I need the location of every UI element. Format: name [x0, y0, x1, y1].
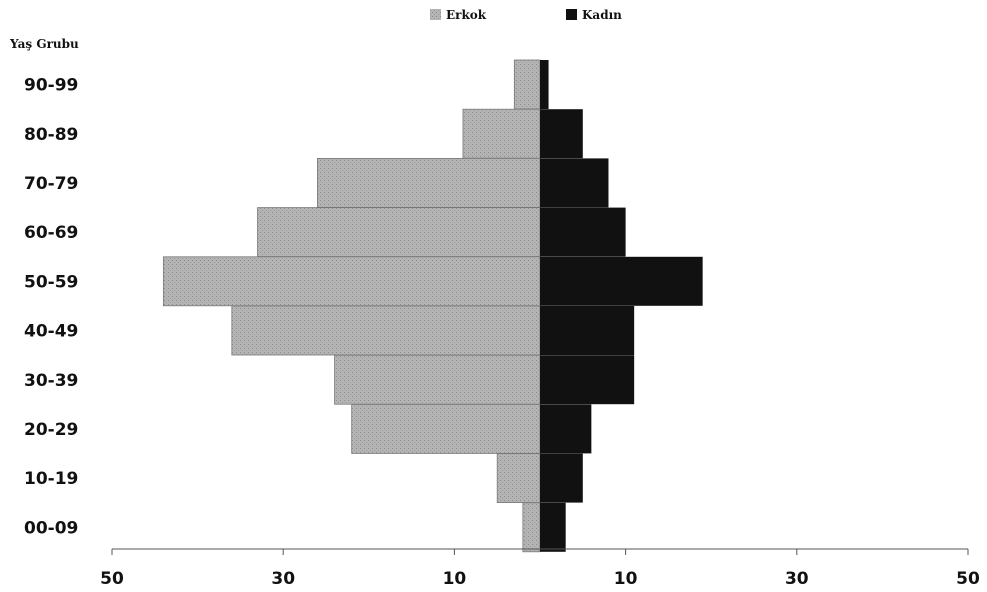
- bar-erkok-30-39: [334, 354, 541, 405]
- bar-kadin-00-09: [540, 502, 566, 552]
- legend-label-kadin: Kadın: [582, 8, 622, 22]
- bar-kadin-30-39: [540, 355, 635, 405]
- bar-erkok-80-89: [462, 108, 541, 159]
- legend-swatch-erkok: [430, 9, 441, 20]
- bar-kadin-40-49: [540, 306, 635, 355]
- category-label-30-39: 30-39: [24, 371, 78, 391]
- x-tick-label-2: 10: [443, 569, 467, 589]
- category-label-80-89: 80-89: [24, 125, 78, 145]
- bar-erkok-70-79: [317, 157, 541, 208]
- bar-erkok-40-49: [231, 305, 541, 356]
- category-label-60-69: 60-69: [24, 223, 78, 243]
- legend-label-erkok: Erkok: [446, 8, 487, 22]
- x-ticks: 50 30 10 10 30 50: [100, 549, 980, 589]
- bar-erkok-50-59: [162, 256, 541, 307]
- legend: Erkok Kadın: [430, 8, 622, 22]
- x-tick-label-5: 50: [956, 569, 980, 589]
- category-label-90-99: 90-99: [24, 76, 78, 96]
- x-tick-label-1: 30: [271, 569, 295, 589]
- category-label-10-19: 10-19: [24, 469, 78, 489]
- bar-erkok-90-99: [513, 59, 541, 110]
- category-label-00-09: 00-09: [24, 518, 78, 538]
- bar-erkok-10-19: [496, 453, 541, 504]
- category-labels: 90-99 80-89 70-79 60-69 50-59 40-49 30-39 20-29…: [24, 76, 78, 539]
- bar-erkok-00-09: [522, 502, 541, 553]
- legend-swatch-kadin: [566, 9, 577, 20]
- bar-kadin-60-69: [540, 207, 626, 257]
- x-tick-label-3: 10: [614, 569, 638, 589]
- bar-kadin-70-79: [540, 158, 609, 208]
- bar-erkok-60-69: [257, 207, 541, 258]
- bar-kadin-90-99: [540, 60, 549, 109]
- category-label-50-59: 50-59: [24, 272, 78, 292]
- bar-kadin-50-59: [540, 256, 703, 306]
- x-tick-label-4: 30: [785, 569, 809, 589]
- category-label-70-79: 70-79: [24, 174, 78, 194]
- kadin-bars: [540, 60, 703, 552]
- bar-kadin-20-29: [540, 404, 592, 454]
- category-label-20-29: 20-29: [24, 420, 78, 440]
- bar-erkok-20-29: [351, 403, 541, 454]
- bar-kadin-10-19: [540, 453, 583, 503]
- erkok-bars: [162, 59, 541, 553]
- category-label-40-49: 40-49: [24, 322, 78, 342]
- bar-kadin-80-89: [540, 109, 583, 159]
- y-axis-title: Yaş Grubu: [9, 37, 79, 51]
- x-tick-label-0: 50: [100, 569, 124, 589]
